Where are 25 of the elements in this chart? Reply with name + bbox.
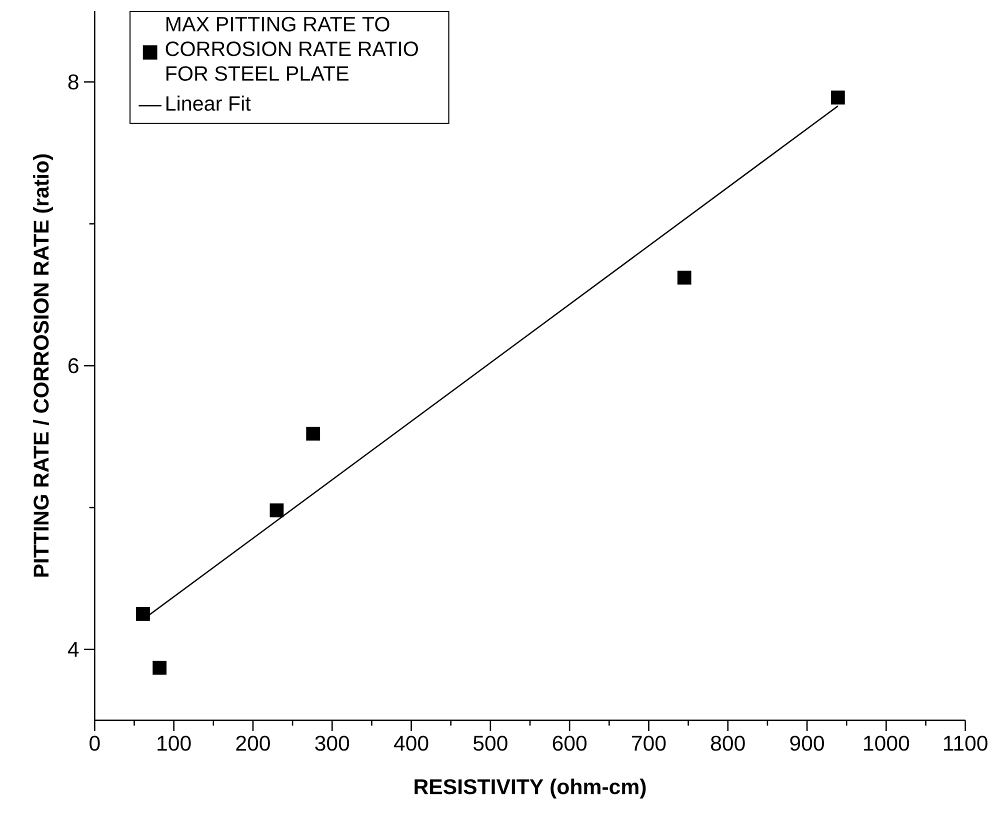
- x-tick-label: 400: [394, 736, 428, 751]
- y-tick-label: 4: [68, 642, 79, 657]
- x-tick-label: 100: [158, 736, 191, 751]
- x-tick-label: 1100: [944, 736, 988, 751]
- x-tick-label: 800: [711, 736, 745, 751]
- x-tick-label: 500: [473, 736, 508, 751]
- x-axis-title: RESISTIVITY (ohm-cm): [414, 778, 646, 799]
- x-tick-label: 700: [632, 736, 666, 751]
- point: [830, 90, 845, 104]
- x-tick-label: 600: [552, 736, 587, 751]
- point: [152, 660, 167, 675]
- legend-label: Linear Fit: [166, 96, 251, 111]
- x-tick-label: 200: [236, 736, 270, 751]
- x-tick-label: 1000: [864, 736, 910, 751]
- point: [677, 270, 692, 285]
- x-tick-label: 0: [90, 736, 100, 751]
- x-tick-label: 300: [315, 736, 350, 751]
- y-tick-label: 8: [68, 74, 78, 90]
- point: [270, 503, 284, 518]
- x-tick-label: 900: [790, 736, 824, 751]
- point: [306, 426, 320, 441]
- y-tick-label: 6: [68, 358, 78, 374]
- y-axis-title: PITTING RATE / CORROSION RATE (ratio): [33, 154, 53, 577]
- legend-label: MAX PITTING RATE TO CORROSION RATE RATIO FOR STEEL PLATE: [166, 16, 418, 81]
- point: [136, 606, 150, 621]
